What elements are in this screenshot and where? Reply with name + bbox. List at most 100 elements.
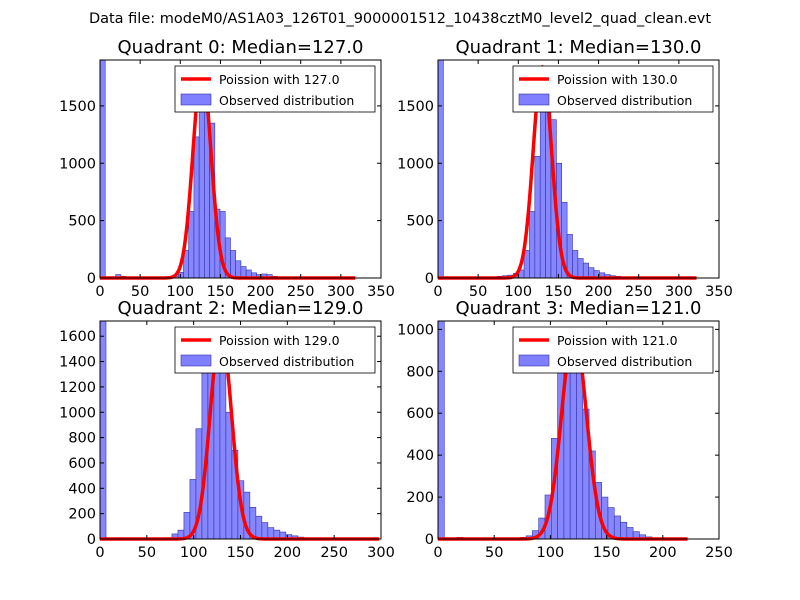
histogram-bar	[613, 515, 621, 540]
x-tick-label: 200	[585, 284, 613, 300]
x-tick-label: 100	[180, 545, 208, 561]
x-tick-label: 150	[593, 545, 621, 561]
x-tick-label: 50	[469, 284, 487, 300]
x-axis: 0 50 100 150 200 250 300 350	[433, 60, 733, 300]
x-axis: 0 50 100 150 200 250	[433, 321, 733, 561]
histogram-bar	[219, 370, 227, 540]
legend-bar-swatch	[518, 93, 550, 106]
legend-line-label: Poission with 121.0	[557, 333, 678, 348]
x-tick-label: 100	[166, 284, 194, 300]
histogram-bar	[572, 250, 579, 279]
y-tick-label: 0	[425, 532, 434, 548]
chart-title: Quadrant 0: Median=127.0	[118, 37, 364, 58]
quadrant-0-panel: Quadrant 0: Median=127.0 0 50 100 150 200 250 3…	[59, 37, 395, 300]
legend: Poission with 129.0 Observed distribution	[174, 326, 376, 374]
histogram-bar	[577, 258, 584, 279]
y-tick-label: 0	[87, 532, 96, 548]
y-tick-label: 1000	[59, 156, 96, 172]
y-tick-label: 200	[68, 507, 96, 523]
x-axis: 0 50 100 150 200 250 300 350	[95, 60, 395, 300]
y-tick-label: 0	[425, 271, 434, 287]
x-tick-label: 150	[227, 545, 255, 561]
x-tick-label: 300	[665, 284, 693, 300]
y-tick-label: 1400	[59, 355, 96, 371]
figure-title: Data file: modeM0/AS1A03_126T01_90000015…	[89, 11, 711, 27]
histogram-bar	[261, 522, 269, 540]
x-tick-label: 0	[95, 545, 104, 561]
legend-box	[512, 326, 714, 374]
legend-bars-label: Observed distribution	[557, 354, 692, 369]
legend: Poission with 127.0 Observed distribution	[174, 65, 376, 113]
x-tick-label: 150	[545, 284, 573, 300]
legend-bars-label: Observed distribution	[219, 354, 354, 369]
y-axis: 0 200 400 600 800 1000	[397, 322, 719, 548]
x-tick-label: 100	[537, 545, 565, 561]
y-axis: 0 500 1000 1500	[397, 99, 719, 287]
legend-line-label: Poission with 127.0	[219, 72, 340, 87]
y-tick-label: 800	[406, 364, 434, 380]
legend-bars-label: Observed distribution	[557, 93, 692, 108]
legend-bar-swatch	[180, 354, 212, 367]
y-tick-label: 200	[406, 490, 434, 506]
y-tick-label: 0	[87, 271, 96, 287]
y-axis: 0 500 1000 1500	[59, 99, 381, 287]
histogram-bar	[437, 320, 445, 540]
quadrant-2-panel: Quadrant 2: Median=129.0 0 50 100 150 200 250 3…	[59, 298, 395, 561]
x-tick-label: 0	[433, 545, 442, 561]
x-axis: 0 50 100 150 200 250 300	[95, 321, 395, 561]
y-tick-label: 1600	[59, 329, 96, 345]
histogram-bar	[539, 98, 546, 279]
quadrant-3-panel: Quadrant 3: Median=121.00 50 100 150 200 2500…	[397, 298, 733, 561]
y-tick-label: 1000	[397, 322, 434, 338]
histogram-bar	[582, 262, 589, 279]
histogram-bar	[529, 211, 536, 279]
histogram-bar	[225, 411, 233, 540]
x-tick-label: 250	[287, 284, 315, 300]
y-tick-label: 400	[406, 448, 434, 464]
x-tick-label: 100	[504, 284, 532, 300]
y-tick-label: 1200	[59, 380, 96, 396]
x-tick-label: 0	[433, 284, 442, 300]
x-tick-label: 0	[95, 284, 104, 300]
x-tick-label: 200	[247, 284, 275, 300]
y-tick-label: 600	[68, 456, 96, 472]
histogram-bar	[193, 136, 200, 279]
y-tick-label: 500	[406, 214, 434, 230]
chart-title: Quadrant 3: Median=121.0	[456, 298, 702, 319]
histogram-bar	[99, 320, 107, 540]
histogram-bar	[230, 250, 236, 279]
axes-frame	[99, 59, 382, 279]
axes-frame	[437, 59, 720, 279]
histogram-bar	[620, 521, 628, 540]
x-tick-label: 350	[705, 284, 733, 300]
legend-bar-swatch	[518, 354, 550, 367]
y-axis: 0 200 400 600 800 1000 1200 1400 1600	[59, 329, 381, 548]
histogram-bar	[255, 515, 263, 540]
x-tick-label: 350	[367, 284, 395, 300]
axes-frame	[437, 320, 720, 540]
y-tick-label: 1000	[397, 156, 434, 172]
chart-title: Quadrant 1: Median=130.0	[456, 37, 702, 58]
x-tick-label: 50	[131, 284, 149, 300]
legend-line-label: Poission with 129.0	[219, 333, 340, 348]
y-tick-label: 500	[68, 214, 96, 230]
y-tick-label: 1000	[59, 405, 96, 421]
x-tick-label: 150	[207, 284, 235, 300]
x-tick-label: 200	[273, 545, 301, 561]
legend: Poission with 130.0 Observed distribution	[512, 65, 714, 113]
legend-line-label: Poission with 130.0	[557, 72, 678, 87]
legend-bars-label: Observed distribution	[219, 93, 354, 108]
x-tick-label: 50	[485, 545, 503, 561]
histogram-bar	[534, 156, 541, 279]
y-tick-label: 600	[406, 406, 434, 422]
histogram-bar	[235, 260, 242, 279]
y-tick-label: 800	[68, 431, 96, 447]
chart-title: Quadrant 2: Median=129.0	[118, 298, 364, 319]
y-tick-label: 1500	[397, 99, 434, 115]
x-tick-label: 300	[327, 284, 355, 300]
x-tick-label: 300	[367, 545, 395, 561]
x-tick-label: 250	[705, 545, 733, 561]
histogram-bar	[99, 59, 106, 279]
legend: Poission with 121.0 Observed distribution	[512, 326, 714, 374]
quadrant-1-panel: Quadrant 1: Median=130.0 0 50 100 150 200 250 3…	[397, 37, 733, 300]
